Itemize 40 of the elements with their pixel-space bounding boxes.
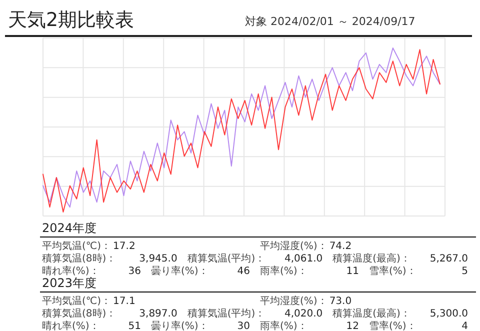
text: 4,061.0 <box>284 254 323 264</box>
text: 晴れ率(%)： <box>42 265 100 277</box>
text: 11 <box>346 266 359 277</box>
text: 雪率(%)： <box>369 265 416 277</box>
text: 51 <box>128 321 141 331</box>
text: 平均気温(℃)： <box>42 295 112 307</box>
text: 2024年度 <box>42 221 97 235</box>
text: 73.0 <box>329 296 352 307</box>
text: 雨率(%)： <box>260 320 308 331</box>
text: 積算気温(8時)： <box>42 308 116 320</box>
text: 積算気温(8時)： <box>42 252 116 264</box>
text: 4,020.0 <box>284 308 323 320</box>
text: 雨率(%)： <box>260 265 308 277</box>
text: 平均気温(℃)： <box>42 240 112 252</box>
text: 74.2 <box>329 241 352 252</box>
text: 雪率(%)： <box>369 320 416 331</box>
text: 平均湿度(%)： <box>260 240 328 252</box>
text: 2023年度 <box>42 276 97 290</box>
text: 17.1 <box>113 296 136 307</box>
text: 46 <box>237 266 250 277</box>
text: 曇り率(%)： <box>151 320 208 331</box>
text: 平均湿度(%)： <box>260 295 328 307</box>
text: 積算温度(最高)： <box>332 308 410 320</box>
text: 積算温度(最高)： <box>332 252 410 264</box>
text: 3,945.0 <box>139 254 178 264</box>
text: 積算気温(平均)： <box>187 252 266 264</box>
text: 36 <box>128 266 141 277</box>
chart-subtitle: 対象 2024/02/01 ～ 2024/09/17 <box>245 15 416 28</box>
text: 5,267.0 <box>430 254 468 264</box>
chart-title: 天気2期比較表 <box>8 9 134 31</box>
text: 晴れ率(%)： <box>42 320 100 331</box>
text: 4 <box>462 321 468 331</box>
text: 曇り率(%)： <box>151 265 208 277</box>
text: 30 <box>237 321 250 331</box>
text: 12 <box>346 321 359 331</box>
text: 積算気温(平均)： <box>187 308 266 320</box>
text: 5,300.0 <box>430 308 468 320</box>
text: 17.2 <box>113 241 136 252</box>
text: 3,897.0 <box>139 308 178 320</box>
text: 5 <box>462 266 468 277</box>
